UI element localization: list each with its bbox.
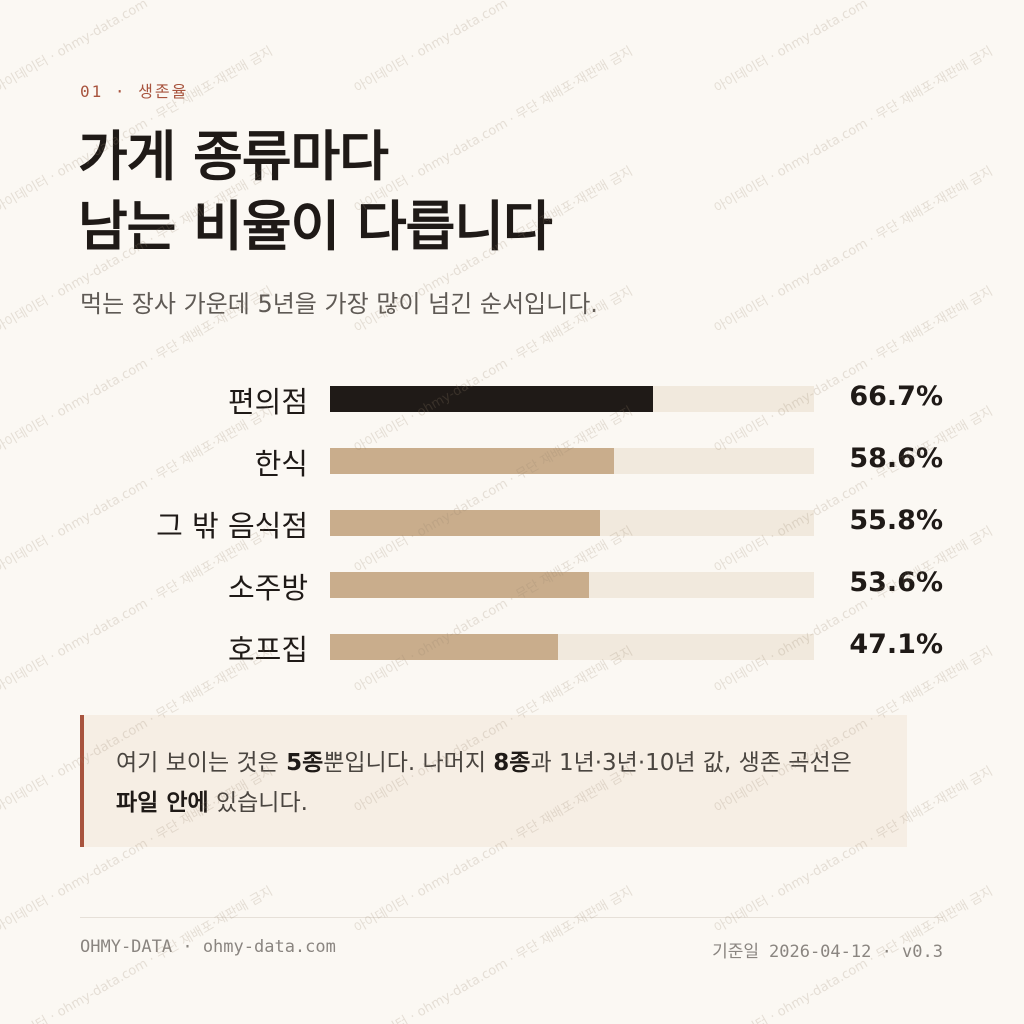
watermark: 아이데이터 · ohmy-data.com · 무단 재배포·재판매 금지 [712, 44, 996, 217]
callout-text: 있습니다. [208, 790, 308, 816]
callout-text: 8종 [493, 750, 531, 776]
value-label: 66.7% [849, 381, 943, 412]
bar-track [330, 634, 814, 660]
bar [330, 572, 590, 598]
bar [330, 386, 653, 412]
footer-brand: OHMY-DATA · ohmy-data.com [80, 937, 336, 957]
watermark: 아이데이터 · ohmy-data.com · 무단 재배포·재판매 금지 [352, 404, 636, 577]
value-label: 55.8% [849, 505, 943, 536]
category-label: 소주방 [227, 571, 308, 605]
bar-track [330, 572, 814, 598]
category-label: 한식 [254, 447, 308, 481]
title-line: 가게 종류마다 [78, 125, 389, 188]
divider [80, 917, 943, 918]
watermark: 아이데이터 · ohmy-data.com · 무단 재배포·재판매 금지 [712, 404, 996, 577]
as-of: 2026-04-12 · v0.3 [769, 942, 943, 962]
callout: 여기 보이는 것은 5종뿐입니다. 나머지 8종과 1년·3년·10년 값, 생… [80, 715, 907, 847]
watermark: 아이데이터 · ohmy-data.com · 무단 재배포·재판매 금지 [0, 524, 276, 697]
value-label: 58.6% [849, 443, 943, 474]
callout-text: 5종 [286, 750, 324, 776]
footer-date: 기준일 2026-04-12 · v0.3 [712, 937, 943, 962]
category-label: 호프집 [227, 633, 308, 667]
callout-text: 파일 안에 [116, 790, 209, 816]
callout-text: 뿐입니다. 나머지 [323, 750, 494, 776]
value-label: 53.6% [849, 567, 943, 598]
bar [330, 448, 614, 474]
category-label: 그 밖 음식점 [156, 509, 308, 543]
watermark: 아이데이터 · ohmy-data.com · 무단 재배포·재판매 금지 [712, 164, 996, 337]
bar-track [330, 510, 814, 536]
callout-text: 과 1년·3년·10년 값, 생존 곡선은 [530, 750, 852, 776]
watermark: 아이데이터 · ohmy-data.com · 무단 재배포·재판매 금지 [712, 284, 996, 457]
kicker: 01 · 생존율 [80, 82, 189, 101]
bar-track [330, 386, 814, 412]
watermark: 아이데이터 · ohmy-data.com · 무단 재배포·재판매 금지 [352, 524, 636, 697]
watermark: 아이데이터 · ohmy-data.com · 무단 재배포·재판매 금지 [712, 0, 996, 97]
subtitle: 먹는 장사 가운데 5년을 가장 많이 넘긴 순서입니다. [80, 290, 598, 318]
bar [330, 510, 601, 536]
callout-text: 여기 보이는 것은 [116, 750, 287, 776]
watermark: 아이데이터 · ohmy-data.com · 무단 재배포·재판매 금지 [352, 884, 636, 1024]
title: 가게 종류마다 남는 비율이 다릅니다 [78, 122, 553, 262]
watermark: 아이데이터 · ohmy-data.com · 무단 재배포·재판매 금지 [352, 0, 636, 97]
category-label: 편의점 [227, 385, 308, 419]
bar [330, 634, 558, 660]
value-label: 47.1% [849, 629, 943, 660]
as-of-label: 기준일 [712, 942, 759, 962]
bar-track [330, 448, 814, 474]
watermark: 아이데이터 · ohmy-data.com · 무단 재배포·재판매 금지 [712, 524, 996, 697]
watermark: 아이데이터 · ohmy-data.com · 무단 재배포·재판매 금지 [0, 404, 276, 577]
title-line: 남는 비율이 다릅니다 [78, 195, 553, 258]
